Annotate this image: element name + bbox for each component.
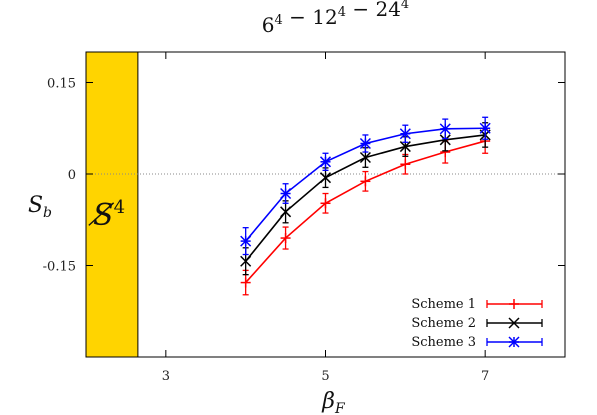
data-point-stroke <box>319 172 332 184</box>
data-point-stroke <box>399 128 411 140</box>
data-point <box>240 255 252 267</box>
data-point <box>360 176 371 187</box>
legend: Scheme 1 Scheme 2 Scheme 3 <box>411 297 543 350</box>
x-tick-label: 7 <box>481 369 489 384</box>
data-point <box>280 187 292 200</box>
data-point-stroke <box>280 187 292 200</box>
legend-marker <box>508 317 520 329</box>
y-tick-label: 0 <box>68 168 76 183</box>
series-3 <box>240 116 491 256</box>
region-label: S̸4 <box>88 197 125 233</box>
data-point-stroke <box>280 206 292 218</box>
x-tick-label: 3 <box>162 369 170 384</box>
shaded-region <box>85 51 139 358</box>
data-point-stroke <box>319 156 332 168</box>
data-point <box>479 122 491 134</box>
data-point <box>240 235 252 247</box>
y-tick-label: -0.15 <box>43 260 76 275</box>
legend-marker <box>508 336 520 348</box>
legend-label: Scheme 1 <box>411 297 476 312</box>
data-point <box>399 128 411 140</box>
data-point-stroke <box>439 134 451 146</box>
data-point <box>240 277 251 288</box>
y-tick-label: 0.15 <box>47 77 76 92</box>
legend-marker-stroke <box>508 317 520 329</box>
x-axis-title: βF <box>321 389 346 415</box>
data-point-stroke <box>240 235 252 247</box>
data-point <box>439 134 451 146</box>
data-point <box>359 151 371 164</box>
data-point-stroke <box>359 151 371 164</box>
data-point-stroke <box>399 141 411 153</box>
legend-marker <box>509 299 519 309</box>
data-point <box>359 137 371 150</box>
legend-marker-stroke <box>508 336 520 348</box>
data-point <box>399 141 411 153</box>
data-point-stroke <box>240 255 252 267</box>
x-tick-label: 5 <box>321 369 329 384</box>
data-point <box>280 206 292 218</box>
data-point <box>439 123 451 135</box>
data-point <box>280 233 291 244</box>
data-point-stroke <box>359 137 371 150</box>
data-point-stroke <box>479 122 491 134</box>
chart-title: 64 − 124 − 244 <box>262 0 409 37</box>
legend-label: Scheme 3 <box>411 335 476 350</box>
data-point <box>400 159 411 170</box>
data-point <box>319 156 332 168</box>
data-point-stroke <box>439 123 451 135</box>
data-point <box>320 198 331 209</box>
legend-label: Scheme 2 <box>411 316 476 331</box>
data-point <box>319 172 332 184</box>
